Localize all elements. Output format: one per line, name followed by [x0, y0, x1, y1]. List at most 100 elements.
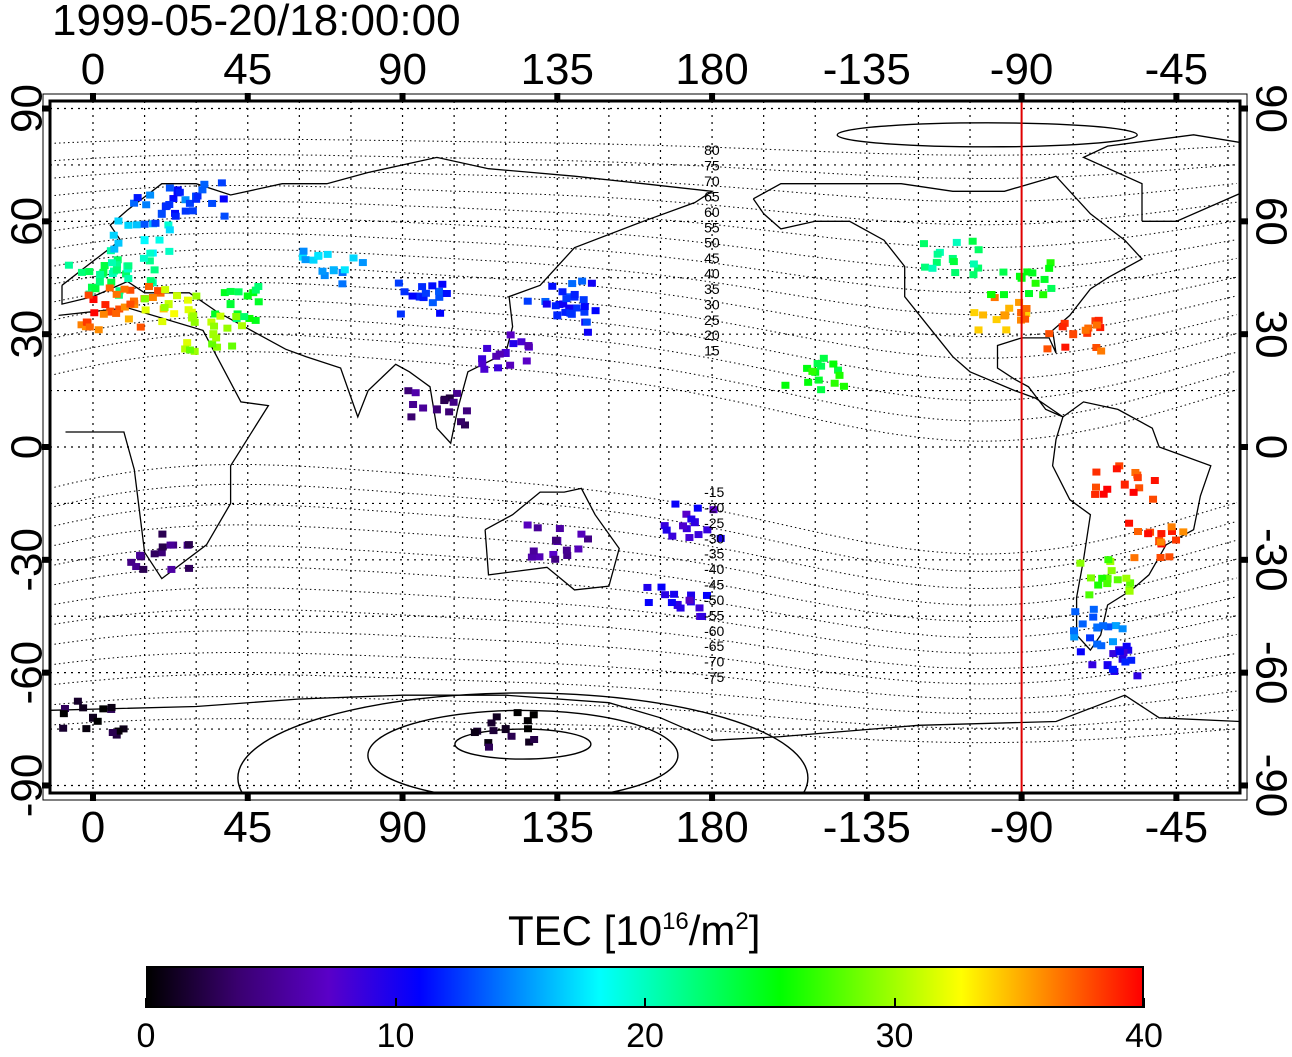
tec-cell: [323, 250, 332, 258]
lat-tick-left: [42, 669, 50, 676]
tec-cell: [698, 612, 707, 620]
tec-cell: [88, 713, 97, 722]
tec-cell: [529, 547, 538, 555]
tec-cell: [530, 735, 539, 743]
tec-cell: [1098, 574, 1107, 582]
tec-cell: [112, 290, 121, 298]
tec-cell: [1089, 605, 1098, 613]
tec-cell: [1081, 326, 1090, 334]
tec-cell: [667, 599, 676, 607]
tec-cell: [533, 524, 542, 532]
tec-cell: [535, 553, 544, 561]
tec-cell: [1021, 315, 1030, 323]
tec-cell: [1122, 642, 1131, 650]
tec-cell: [1125, 587, 1134, 595]
tec-cell: [338, 280, 347, 288]
tec-cell: [572, 304, 581, 312]
tec-cell: [175, 188, 184, 196]
tec-cell: [240, 313, 249, 321]
tec-cell: [1130, 554, 1139, 562]
tec-cell: [442, 289, 451, 297]
tec-cell: [999, 268, 1008, 276]
tec-cell: [435, 293, 444, 301]
tec-cell: [1097, 642, 1106, 650]
tec-cell: [555, 525, 564, 533]
tec-cell: [1179, 528, 1188, 536]
tec-cell: [158, 543, 167, 551]
colorbar-tick-label: 30: [875, 1017, 914, 1055]
south-pole-contour-mid: [367, 709, 679, 793]
tec-cell: [114, 727, 123, 735]
tec-cell: [1086, 634, 1095, 642]
tec-cell: [1022, 309, 1031, 317]
tec-cell: [207, 318, 216, 326]
colorbar-tick: [394, 998, 397, 1008]
tec-cell: [216, 312, 225, 320]
tec-cell: [1129, 488, 1138, 496]
tec-cell: [489, 727, 498, 735]
mag-lat-label: 55: [704, 219, 720, 235]
lat-label-left: -90: [3, 754, 52, 818]
tec-cell: [1089, 613, 1098, 621]
tec-cell: [60, 705, 69, 713]
tec-cell: [146, 277, 155, 285]
tec-cell: [126, 300, 135, 308]
tec-cell: [484, 743, 493, 751]
mag-lat-label: -25: [704, 515, 724, 531]
tec-cell: [478, 355, 487, 363]
tec-cell: [189, 312, 198, 320]
tec-cell: [813, 360, 822, 368]
axis-ticks: 0045459090135135180180-135-135-90-90-45-…: [3, 45, 1292, 852]
lon-tick-bottom: [244, 793, 251, 801]
lon-tick-bottom: [709, 793, 716, 801]
mag-lat-contour: [50, 630, 1237, 685]
tec-cell: [1045, 330, 1054, 338]
tec-cell: [483, 344, 492, 352]
mag-lat-contour: [50, 673, 1237, 715]
tec-cell: [574, 545, 583, 553]
tec-cell: [1107, 567, 1116, 575]
lon-tick-bottom: [554, 793, 561, 801]
mag-lat-label: -20: [704, 499, 724, 515]
tec-cell: [583, 328, 592, 336]
tec-cell: [1000, 291, 1009, 299]
tec-cell: [563, 551, 572, 559]
mag-lat-contour: [50, 232, 1237, 294]
tec-cell: [165, 247, 174, 255]
tec-cell: [577, 530, 586, 538]
tec-cell: [173, 292, 182, 300]
tec-cell: [523, 717, 532, 725]
colorbar-tick: [893, 998, 896, 1008]
tec-cell: [952, 238, 961, 246]
mag-lat-label: -70: [704, 654, 724, 670]
tec-cell: [974, 246, 983, 254]
tec-cell: [124, 315, 133, 323]
tec-cell: [1133, 474, 1142, 482]
mag-lat-label: -15: [704, 484, 724, 500]
tec-cell: [1167, 523, 1176, 531]
tec-cell: [1070, 627, 1079, 635]
tec-cell: [643, 583, 652, 591]
tec-cell: [340, 266, 349, 274]
lat-tick-left: [42, 556, 50, 563]
tec-cell: [251, 286, 260, 294]
tec-cell: [432, 405, 441, 414]
tec-cell: [428, 299, 437, 307]
tec-cell: [580, 308, 589, 316]
mag-lat-label: 45: [704, 250, 720, 266]
lat-tick-right: [1240, 556, 1248, 563]
tec-cell: [237, 322, 246, 330]
tec-cell: [478, 360, 487, 368]
tec-cell: [251, 316, 260, 324]
tec-cell: [568, 280, 577, 288]
mag-lat-label: 50: [704, 235, 720, 251]
tec-cell: [1111, 622, 1120, 630]
tec-cell: [679, 522, 688, 530]
tec-cell: [145, 257, 154, 265]
lon-label-bottom: 45: [223, 803, 272, 852]
tec-cell: [968, 237, 977, 245]
tec-cell: [522, 357, 531, 365]
tec-cell: [193, 192, 202, 200]
